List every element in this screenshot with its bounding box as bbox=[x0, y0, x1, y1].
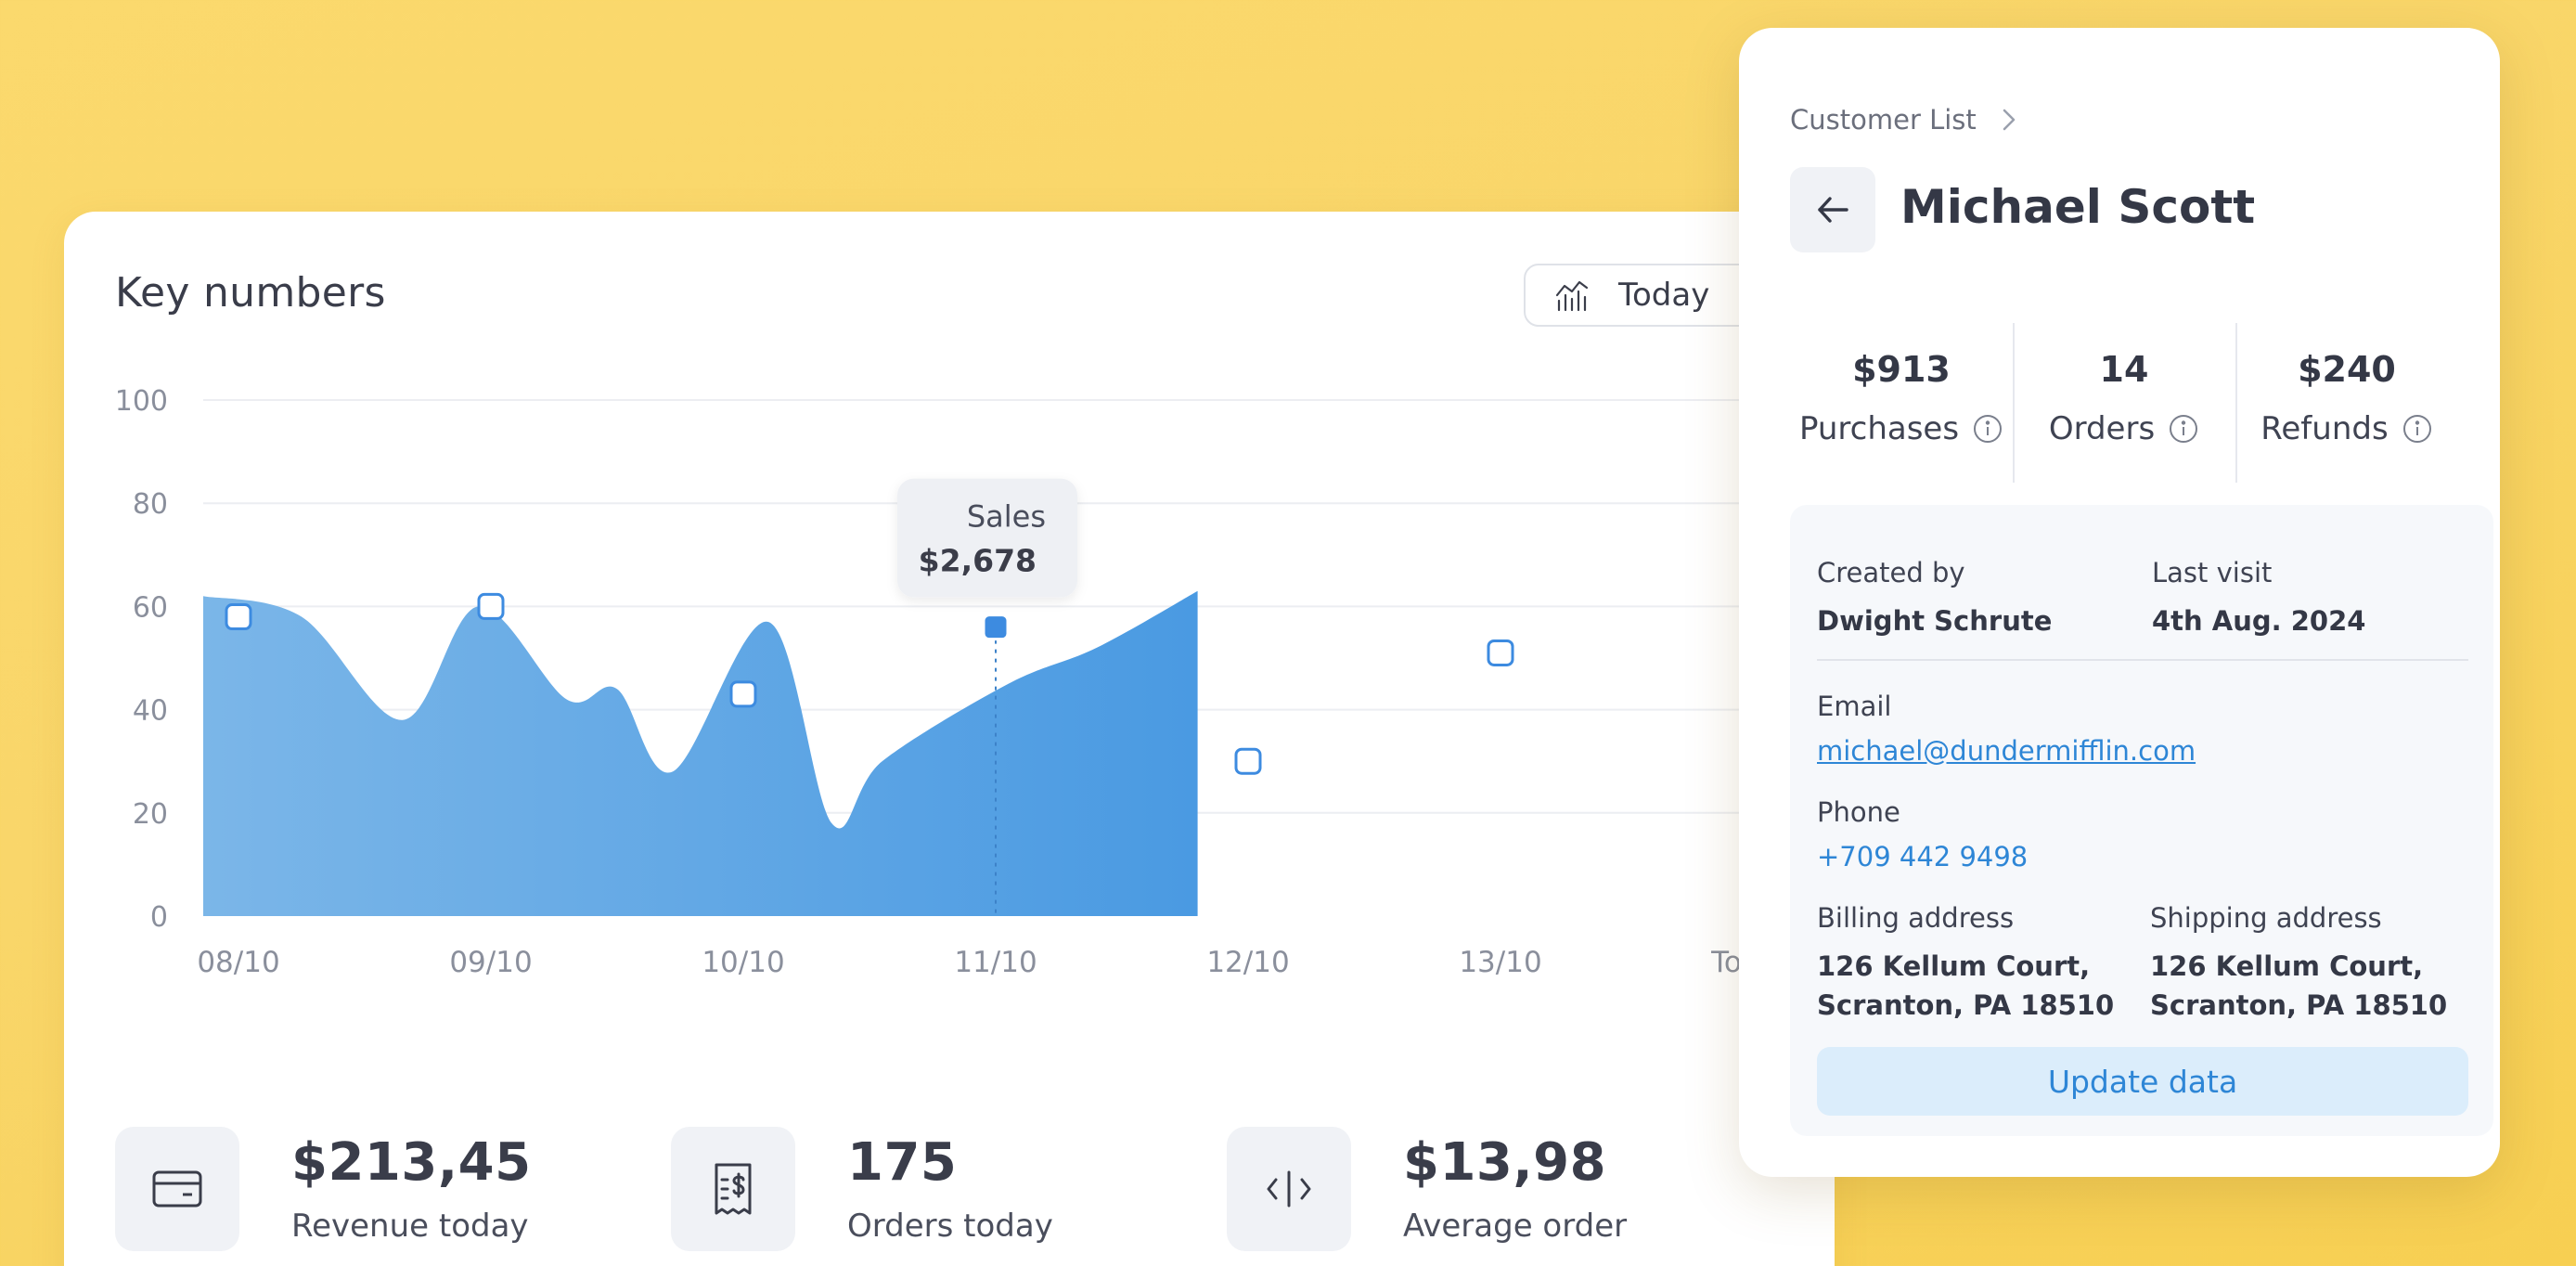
metric-value: $240 bbox=[2298, 349, 2396, 390]
field-label: Phone bbox=[1817, 796, 1900, 828]
x-tick-label: 09/10 bbox=[449, 946, 532, 979]
stat-value: $213,45 bbox=[291, 1132, 532, 1193]
stat-label: Average order bbox=[1403, 1208, 1628, 1245]
phone-field: Phone +709 442 9498 bbox=[1817, 796, 2028, 872]
shipping-line-2: Scranton, PA 18510 bbox=[2150, 989, 2448, 1021]
receipt-dollar-icon bbox=[671, 1127, 795, 1251]
billing-address-field: Billing address 126 Kellum Court, Scrant… bbox=[1817, 902, 2114, 1025]
metric-value: $913 bbox=[1852, 349, 1951, 390]
y-tick-label: 20 bbox=[133, 798, 168, 831]
stat-value: 175 bbox=[847, 1132, 958, 1193]
chart-tooltip: Sales $2,678 bbox=[897, 478, 1077, 598]
divider bbox=[1817, 659, 2468, 661]
data-point-marker[interactable] bbox=[1234, 747, 1262, 775]
back-button[interactable] bbox=[1790, 167, 1875, 252]
tooltip-value: $2,678 bbox=[919, 543, 1037, 579]
metric-label: Purchases bbox=[1798, 410, 1960, 447]
x-tick-label: 12/10 bbox=[1206, 946, 1289, 979]
update-data-button[interactable]: Update data bbox=[1817, 1047, 2468, 1116]
sales-chart: 0 20 40 60 80 100 08/10 09/10 10/10 11/10 12/10 13… bbox=[64, 212, 1835, 1047]
billing-line-1: 126 Kellum Court, bbox=[1817, 950, 2091, 982]
credit-card-icon bbox=[115, 1127, 239, 1251]
stat-label: Revenue today bbox=[291, 1208, 529, 1245]
customer-info-box: Created by Dwight Schrute Last visit 4th… bbox=[1790, 505, 2493, 1136]
metric-label: Refunds bbox=[2260, 410, 2389, 447]
page-title: Key numbers bbox=[115, 269, 386, 316]
stat-value: $13,98 bbox=[1403, 1132, 1607, 1193]
email-link[interactable]: michael@dundermifflin.com bbox=[1817, 735, 2196, 767]
shipping-address-field: Shipping address 126 Kellum Court, Scran… bbox=[2150, 902, 2447, 1025]
y-tick-label: 60 bbox=[133, 591, 168, 624]
metric-label: Orders bbox=[2048, 410, 2156, 447]
created-by-value: Dwight Schrute bbox=[1817, 605, 2053, 637]
breadcrumb: Customer List bbox=[1790, 104, 2021, 136]
field-label: Billing address bbox=[1817, 902, 2015, 934]
revenue-stat: $213,45 Revenue today bbox=[115, 1127, 532, 1251]
y-tick-label: 40 bbox=[133, 695, 168, 728]
orders-metric: 14 Orders bbox=[2013, 297, 2235, 483]
metric-value: 14 bbox=[2099, 349, 2149, 390]
last-visit-value: 4th Aug. 2024 bbox=[2152, 605, 2366, 637]
data-point-marker[interactable] bbox=[477, 592, 505, 620]
info-icon[interactable] bbox=[1972, 413, 2003, 445]
created-by-field: Created by Dwight Schrute bbox=[1817, 557, 2052, 640]
data-point-marker[interactable] bbox=[1487, 639, 1514, 666]
customer-metrics: $913 Purchases 14 Orders bbox=[1790, 297, 2458, 483]
field-label: Last visit bbox=[2152, 557, 2273, 588]
sales-area bbox=[203, 590, 1198, 916]
y-tick-label: 80 bbox=[133, 488, 168, 521]
y-tick-label: 0 bbox=[150, 901, 168, 934]
x-tick-label: 11/10 bbox=[954, 946, 1037, 979]
info-icon[interactable] bbox=[2168, 413, 2199, 445]
period-label: Today bbox=[1618, 277, 1710, 314]
field-label: Created by bbox=[1817, 557, 1965, 588]
purchases-metric: $913 Purchases bbox=[1790, 297, 2013, 483]
orders-stat: 175 Orders today bbox=[671, 1127, 1053, 1251]
chevron-right-icon bbox=[2003, 109, 2016, 131]
info-icon[interactable] bbox=[2402, 413, 2433, 445]
field-label: Shipping address bbox=[2150, 902, 2382, 934]
breadcrumb-customer-list[interactable]: Customer List bbox=[1790, 104, 1977, 136]
billing-line-2: Scranton, PA 18510 bbox=[1817, 989, 2115, 1021]
sales-area-chart: 0 20 40 60 80 100 08/10 09/10 10/10 11/10 12/10 13… bbox=[115, 385, 1835, 979]
data-point-marker[interactable] bbox=[729, 680, 757, 708]
data-point-marker[interactable] bbox=[225, 603, 252, 631]
field-label: Email bbox=[1817, 691, 1892, 722]
x-tick-label: 10/10 bbox=[702, 946, 784, 979]
average-order-stat: $13,98 Average order bbox=[1227, 1127, 1627, 1251]
arrow-left-icon bbox=[1818, 197, 1848, 223]
code-icon bbox=[1227, 1127, 1351, 1251]
y-tick-label: 100 bbox=[115, 385, 168, 418]
tooltip-label: Sales bbox=[967, 499, 1046, 535]
email-field: Email michael@dundermifflin.com bbox=[1817, 691, 2196, 767]
chart-icon bbox=[1555, 280, 1589, 312]
customer-detail-panel: Customer List Michael Scott $913 Purchas… bbox=[1739, 28, 2500, 1177]
data-point-marker[interactable] bbox=[982, 614, 1010, 641]
key-numbers-card: 0 20 40 60 80 100 08/10 09/10 10/10 11/10 12/10 13… bbox=[64, 212, 1835, 1266]
stat-label: Orders today bbox=[847, 1208, 1053, 1245]
customer-name: Michael Scott bbox=[1900, 180, 2256, 234]
x-tick-label: 08/10 bbox=[197, 946, 279, 979]
refunds-metric: $240 Refunds bbox=[2235, 297, 2458, 483]
x-tick-label: 13/10 bbox=[1459, 946, 1541, 979]
shipping-line-1: 126 Kellum Court, bbox=[2150, 950, 2424, 982]
last-visit-field: Last visit 4th Aug. 2024 bbox=[2152, 557, 2365, 640]
phone-link[interactable]: +709 442 9498 bbox=[1817, 841, 2029, 872]
